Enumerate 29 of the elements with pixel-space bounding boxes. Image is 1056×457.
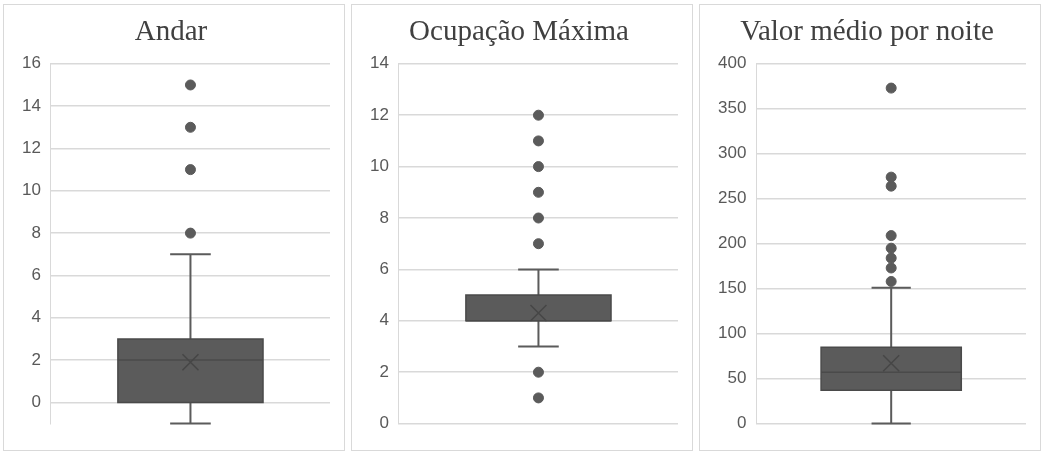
y-tick-label: 150 — [717, 278, 747, 298]
y-tick-label: 16 — [21, 53, 41, 73]
y-tick-label: 14 — [369, 53, 389, 73]
y-tick-label: 350 — [717, 98, 747, 118]
chart-title: Valor médio por noite — [740, 14, 994, 47]
chart-title: Andar — [134, 14, 208, 47]
y-tick-label: 250 — [717, 188, 747, 208]
y-tick-label: 4 — [379, 310, 389, 330]
y-tick-label: 100 — [717, 323, 747, 343]
y-tick-label: 12 — [369, 104, 389, 124]
y-tick-label: 10 — [21, 180, 41, 200]
y-tick-label: 300 — [717, 143, 747, 163]
y-tick-label: 200 — [717, 233, 747, 253]
y-tick-label: 6 — [379, 259, 389, 279]
y-tick-label: 6 — [31, 265, 41, 285]
y-tick-label: 2 — [31, 349, 41, 369]
y-tick-label: 4 — [31, 307, 41, 327]
y-tick-label: 0 — [379, 413, 389, 433]
y-tick-label: 10 — [369, 156, 389, 176]
y-tick-label: 12 — [21, 138, 41, 158]
y-tick-label: 8 — [379, 207, 389, 227]
y-tick-label: 8 — [31, 222, 41, 242]
y-tick-label: 0 — [736, 413, 747, 433]
y-tick-label: 50 — [727, 368, 747, 388]
y-tick-label: 400 — [717, 53, 747, 73]
y-tick-label: 0 — [31, 392, 41, 412]
chart-title: Ocupação Máxima — [409, 14, 630, 47]
y-tick-label: 14 — [21, 95, 41, 115]
y-tick-label: 2 — [379, 361, 389, 381]
